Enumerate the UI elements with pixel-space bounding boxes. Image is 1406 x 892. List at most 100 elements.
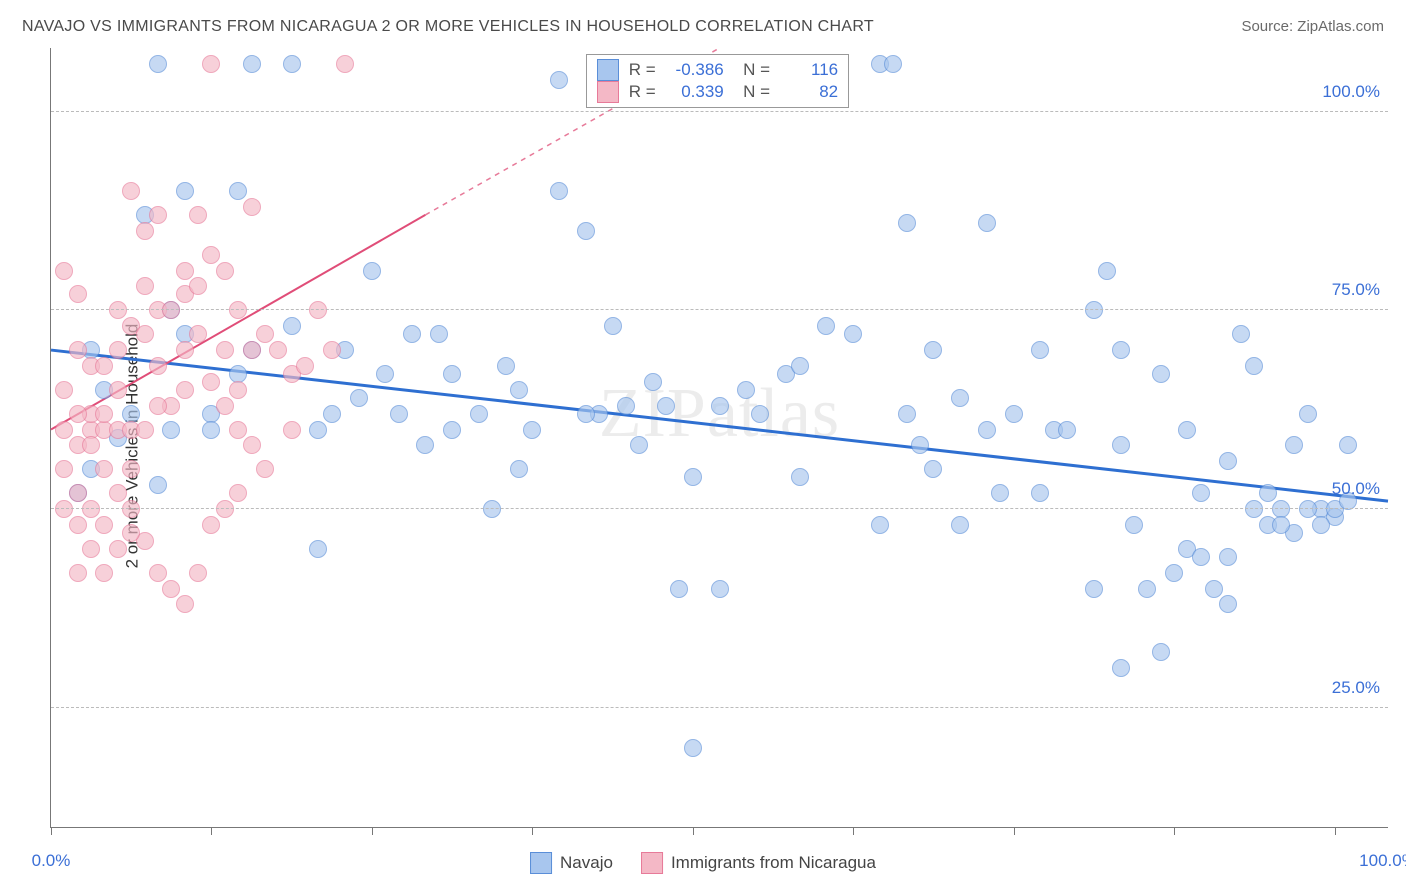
legend-swatch (641, 852, 663, 874)
data-point (109, 484, 127, 502)
data-point (791, 468, 809, 486)
data-point (523, 421, 541, 439)
data-point (1245, 500, 1263, 518)
data-point (884, 55, 902, 73)
chart-title: NAVAJO VS IMMIGRANTS FROM NICARAGUA 2 OR… (22, 18, 874, 36)
data-point (817, 317, 835, 335)
data-point (791, 357, 809, 375)
data-point (162, 580, 180, 598)
r-label: R = (629, 82, 656, 102)
data-point (510, 381, 528, 399)
data-point (1112, 436, 1130, 454)
data-point (283, 317, 301, 335)
y-tick-label: 75.0% (1332, 280, 1380, 300)
data-point (924, 341, 942, 359)
data-point (229, 381, 247, 399)
data-point (202, 421, 220, 439)
data-point (376, 365, 394, 383)
data-point (309, 301, 327, 319)
data-point (309, 421, 327, 439)
data-point (149, 564, 167, 582)
data-point (216, 397, 234, 415)
data-point (216, 341, 234, 359)
data-point (176, 595, 194, 613)
data-point (443, 421, 461, 439)
data-point (136, 277, 154, 295)
gridline (51, 508, 1388, 509)
data-point (1312, 516, 1330, 534)
data-point (1031, 484, 1049, 502)
data-point (95, 564, 113, 582)
data-point (309, 540, 327, 558)
data-point (176, 381, 194, 399)
data-point (430, 325, 448, 343)
data-point (617, 397, 635, 415)
data-point (403, 325, 421, 343)
data-point (1112, 659, 1130, 677)
markers-layer (51, 48, 1388, 827)
data-point (1085, 580, 1103, 598)
data-point (951, 389, 969, 407)
data-point (82, 540, 100, 558)
plot-area: ZIPatlas R = -0.386 N = 116 R = 0.339 N … (50, 48, 1388, 828)
x-tick (1174, 827, 1175, 835)
x-tick (1014, 827, 1015, 835)
data-point (109, 540, 127, 558)
data-point (1152, 365, 1170, 383)
data-point (95, 460, 113, 478)
data-point (55, 262, 73, 280)
data-point (1125, 516, 1143, 534)
data-point (751, 405, 769, 423)
data-point (684, 468, 702, 486)
data-point (630, 436, 648, 454)
n-value-navajo: 116 (780, 60, 838, 80)
legend-row-nicaragua: R = 0.339 N = 82 (597, 81, 838, 103)
data-point (644, 373, 662, 391)
data-point (269, 341, 287, 359)
data-point (95, 516, 113, 534)
data-point (1219, 452, 1237, 470)
data-point (216, 500, 234, 518)
data-point (283, 55, 301, 73)
data-point (136, 325, 154, 343)
data-point (69, 285, 87, 303)
data-point (229, 421, 247, 439)
data-point (149, 397, 167, 415)
data-point (1339, 436, 1357, 454)
data-point (82, 500, 100, 518)
data-point (978, 421, 996, 439)
r-value-navajo: -0.386 (666, 60, 724, 80)
data-point (978, 214, 996, 232)
x-tick (853, 827, 854, 835)
data-point (497, 357, 515, 375)
data-point (55, 500, 73, 518)
data-point (1058, 421, 1076, 439)
data-point (136, 222, 154, 240)
data-point (69, 564, 87, 582)
data-point (1272, 516, 1290, 534)
data-point (243, 55, 261, 73)
data-point (256, 325, 274, 343)
data-point (443, 365, 461, 383)
data-point (550, 182, 568, 200)
data-point (323, 405, 341, 423)
data-point (1285, 436, 1303, 454)
x-tick (1335, 827, 1336, 835)
y-tick-label: 25.0% (1332, 678, 1380, 698)
legend-label: Immigrants from Nicaragua (671, 853, 876, 873)
data-point (69, 341, 87, 359)
x-tick (532, 827, 533, 835)
x-tick (372, 827, 373, 835)
data-point (1005, 405, 1023, 423)
data-point (1245, 357, 1263, 375)
data-point (684, 739, 702, 757)
legend-item: Navajo (530, 852, 613, 874)
data-point (256, 460, 274, 478)
data-point (550, 71, 568, 89)
legend-row-navajo: R = -0.386 N = 116 (597, 59, 838, 81)
y-tick-label: 100.0% (1322, 82, 1380, 102)
y-tick-label: 50.0% (1332, 479, 1380, 499)
data-point (176, 341, 194, 359)
data-point (162, 421, 180, 439)
data-point (229, 484, 247, 502)
